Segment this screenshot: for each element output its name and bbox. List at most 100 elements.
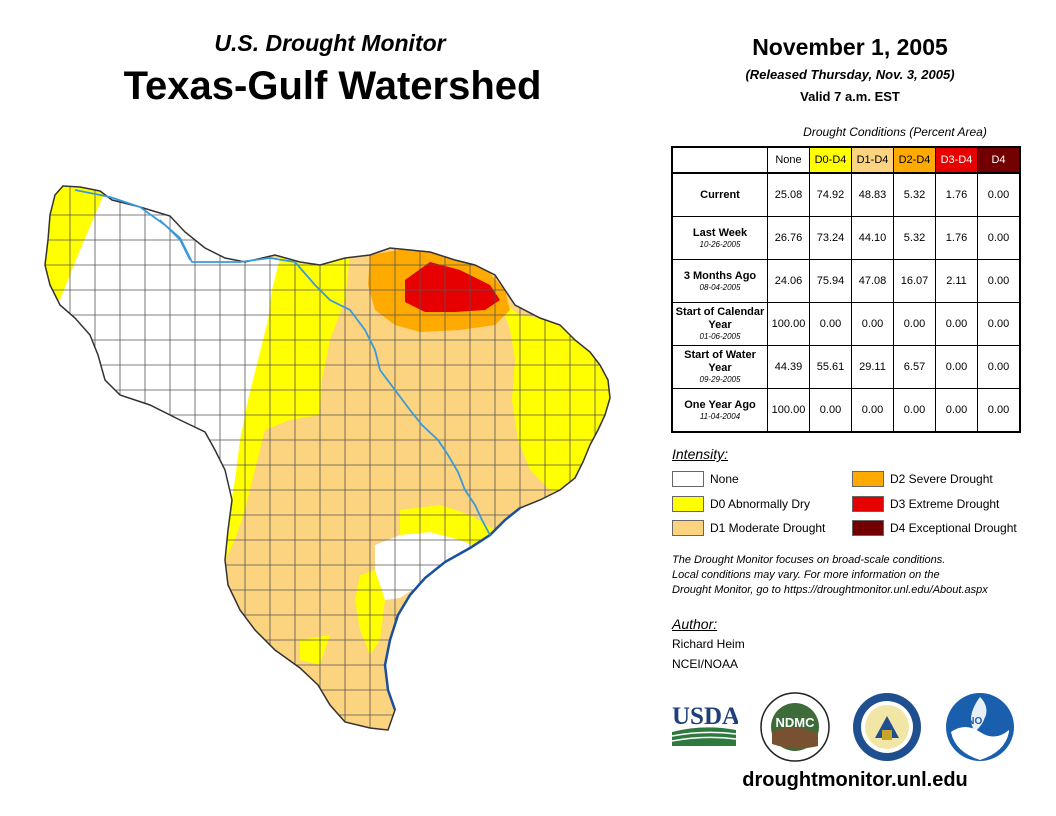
d0-area-south xyxy=(300,635,330,665)
legend-item-none: None xyxy=(672,471,739,489)
header-d2-d4: D2-D4 xyxy=(893,146,936,174)
table-cell: 75.94 xyxy=(809,259,852,303)
d3-area xyxy=(405,262,500,312)
table-cell: 48.83 xyxy=(851,172,894,217)
map-subtitle: U.S. Drought Monitor xyxy=(214,30,446,56)
table-cell: 5.32 xyxy=(893,216,936,260)
table-cell: 0.00 xyxy=(935,388,978,433)
note-line-2: Local conditions may vary. For more info… xyxy=(672,569,940,581)
row-label-text: 3 Months Ago xyxy=(683,269,757,282)
map-title: Texas-Gulf Watershed xyxy=(123,64,542,108)
map-note: The Drought Monitor focuses on broad-sca… xyxy=(672,553,1042,598)
table-cell: 100.00 xyxy=(767,388,810,433)
table-row: Start of Water Year 09-29-2005 44.39 55.61 2… xyxy=(671,345,1021,389)
row-label-text: Start of Water Year xyxy=(684,349,756,374)
table-cell: 0.00 xyxy=(977,388,1021,433)
table-cell: 55.61 xyxy=(809,345,852,389)
row-date: 01-06-2005 xyxy=(699,332,741,341)
legend-label-d3: D3 Extreme Drought xyxy=(890,497,1000,511)
table-cell: 29.11 xyxy=(851,345,894,389)
d0-area-east xyxy=(500,300,610,495)
header-d0-d4: D0-D4 xyxy=(809,146,852,174)
legend-swatch-d4 xyxy=(852,520,884,536)
row-label: 3 Months Ago 08-04-2005 xyxy=(671,259,768,303)
table-cell: 0.00 xyxy=(809,302,852,346)
table-caption: Drought Conditions (Percent Area) xyxy=(803,125,987,139)
table-cell: 0.00 xyxy=(851,388,894,433)
legend-swatch-none xyxy=(672,471,704,487)
legend-item-d3: D3 Extreme Drought xyxy=(852,496,999,514)
gulf-coastline xyxy=(383,507,521,711)
table-cell: 73.24 xyxy=(809,216,852,260)
table-cell: 44.10 xyxy=(851,216,894,260)
table-row: One Year Ago 11-04-2004 100.00 0.00 0.00 0.00… xyxy=(671,388,1021,433)
row-label-text: Start of Calendar Year xyxy=(675,306,765,331)
table-cell: 0.00 xyxy=(893,388,936,433)
row-date: 11-04-2004 xyxy=(699,411,741,421)
row-label-text: One Year Ago xyxy=(684,398,756,411)
noaa-logo: NOAA xyxy=(946,693,1014,761)
legend-label-d0: D0 Abnormally Dry xyxy=(710,497,811,511)
header-d3-d4: D3-D4 xyxy=(935,146,978,174)
ndmc-logo: NDMC xyxy=(760,692,830,762)
table-corner xyxy=(672,147,768,173)
legend-item-d4: D4 Exceptional Drought xyxy=(852,520,1017,538)
table-body: Current 25.08 74.92 48.83 5.32 1.76 0.00 Last W… xyxy=(671,172,1021,433)
table-row: Current 25.08 74.92 48.83 5.32 1.76 0.00 xyxy=(671,172,1021,217)
table-row: Start of Calendar Year 01-06-2005 100.00 0.… xyxy=(671,302,1021,346)
none-area-coast xyxy=(375,532,480,600)
table-header-row: None D0-D4 D1-D4 D2-D4 D3-D4 D4 xyxy=(672,146,1021,174)
table-cell: 0.00 xyxy=(851,302,894,346)
row-label: One Year Ago 11-04-2004 xyxy=(671,388,768,433)
table-cell: 0.00 xyxy=(977,216,1021,260)
d0-area-west-central xyxy=(225,255,350,560)
legend-title: Intensity: xyxy=(672,446,729,462)
author-label: Author: xyxy=(672,616,718,632)
table-cell: 44.39 xyxy=(767,345,810,389)
table-cell: 0.00 xyxy=(893,302,936,346)
legend-label-d2: D2 Severe Drought xyxy=(890,472,993,486)
legend-label-d4: D4 Exceptional Drought xyxy=(890,521,1017,535)
drought-areas xyxy=(45,186,610,730)
table-cell: 5.32 xyxy=(893,172,936,217)
header-none: None xyxy=(767,146,810,174)
legend-item-d0: D0 Abnormally Dry xyxy=(672,496,810,514)
watershed-map xyxy=(44,185,611,731)
drought-conditions-table: None D0-D4 D1-D4 D2-D4 D3-D4 D4 Current 2… xyxy=(671,146,1021,433)
usda-field-icon xyxy=(672,727,736,746)
table-row: Last Week 10-26-2005 26.76 73.24 44.10 5.32 1.… xyxy=(671,216,1021,260)
legend-label-d1: D1 Moderate Drought xyxy=(710,521,826,535)
header-d1-d4: D1-D4 xyxy=(851,146,894,174)
table-row: 3 Months Ago 08-04-2005 24.06 75.94 47.08 16.… xyxy=(671,259,1021,303)
table-cell: 6.57 xyxy=(893,345,936,389)
row-label: Current xyxy=(671,172,768,217)
legend-swatch-d1 xyxy=(672,520,704,536)
table-cell: 0.00 xyxy=(809,388,852,433)
row-label: Last Week 10-26-2005 xyxy=(671,216,768,260)
table-cell: 16.07 xyxy=(893,259,936,303)
legend-item-d1: D1 Moderate Drought xyxy=(672,520,825,538)
row-label: Start of Calendar Year 01-06-2005 xyxy=(671,302,768,346)
table-cell: 1.76 xyxy=(935,216,978,260)
table-cell: 26.76 xyxy=(767,216,810,260)
table-cell: 1.76 xyxy=(935,172,978,217)
note-line-3: Drought Monitor, go to https://droughtmo… xyxy=(672,584,988,596)
table-cell: 47.08 xyxy=(851,259,894,303)
row-label: Start of Water Year 09-29-2005 xyxy=(671,345,768,389)
release-date: (Released Thursday, Nov. 3, 2005) xyxy=(745,67,955,82)
legend-swatch-d3 xyxy=(852,496,884,512)
river-tributary xyxy=(159,219,191,261)
brazos-river xyxy=(74,189,491,536)
ndmc-logo-text: NDMC xyxy=(776,715,816,730)
website-url[interactable]: droughtmonitor.unl.edu xyxy=(742,769,968,791)
table-cell: 74.92 xyxy=(809,172,852,217)
author-name: Richard Heim xyxy=(672,637,745,651)
note-line-1: The Drought Monitor focuses on broad-sca… xyxy=(672,554,946,566)
row-date: 09-29-2005 xyxy=(699,375,741,384)
valid-time: Valid 7 a.m. EST xyxy=(800,89,900,104)
table-cell: 100.00 xyxy=(767,302,810,346)
row-label-text: Last Week xyxy=(692,226,748,239)
table-cell: 0.00 xyxy=(935,302,978,346)
row-date: 08-04-2005 xyxy=(699,282,741,292)
author-org: NCEI/NOAA xyxy=(672,657,739,671)
